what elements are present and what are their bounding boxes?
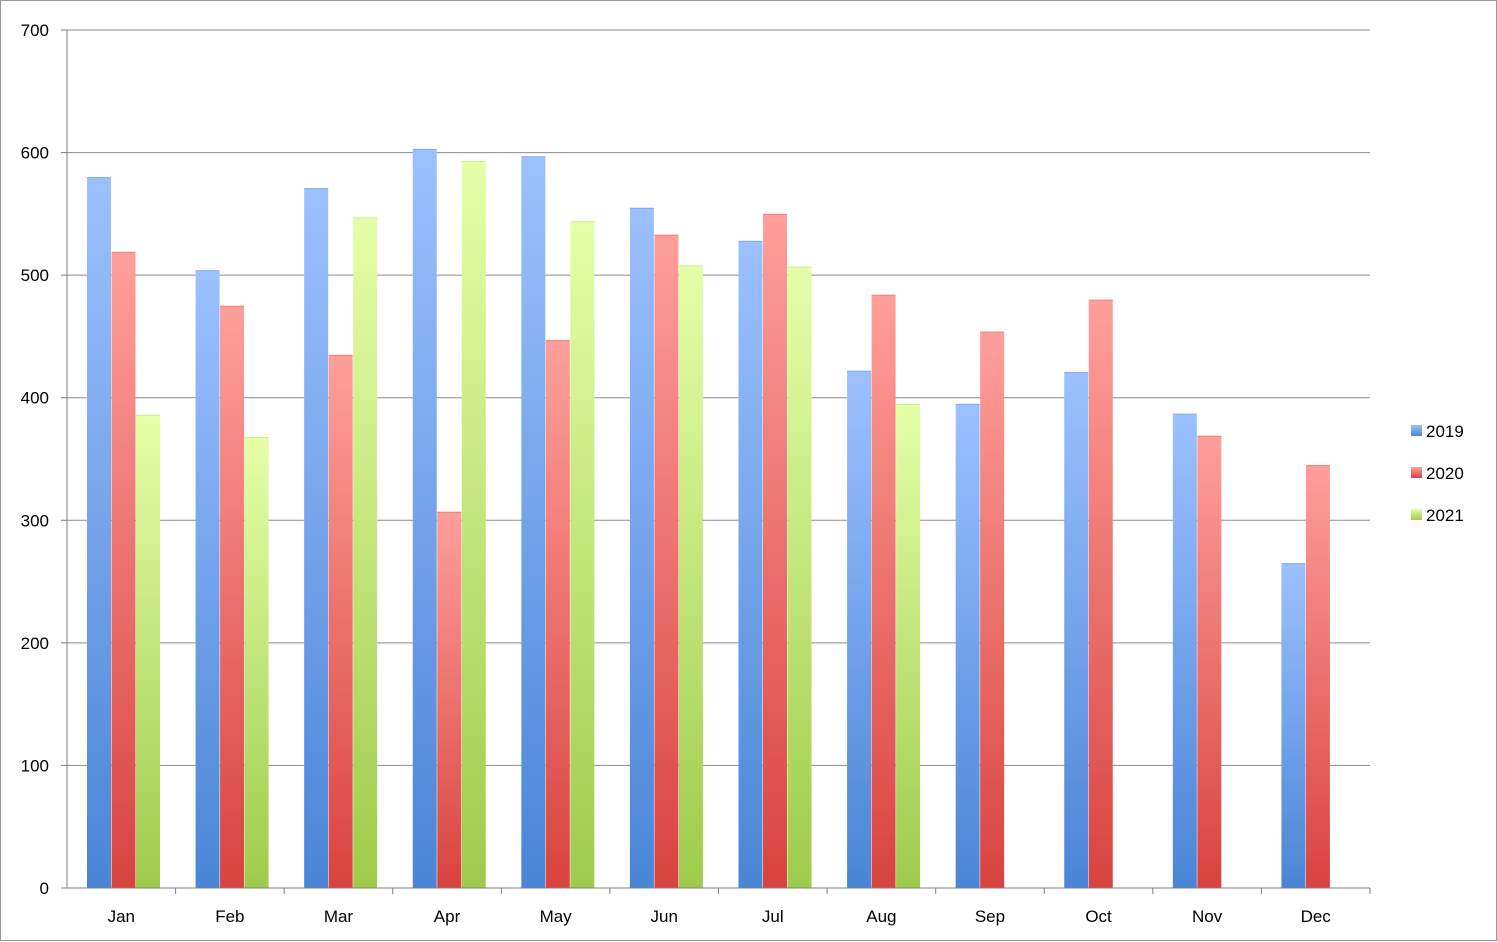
x-tick-label: Jun — [650, 907, 677, 926]
bar-2021-jul — [787, 266, 812, 888]
bar-2021-jan — [136, 414, 160, 888]
x-tick-label: Oct — [1085, 907, 1112, 926]
x-tick-label: Apr — [434, 907, 461, 926]
legend-swatch-2019 — [1411, 425, 1422, 436]
bar-2019-may — [521, 156, 546, 889]
bar-2019-feb — [195, 270, 220, 888]
legend-label-2019: 2019 — [1426, 422, 1464, 441]
bar-2019-nov — [1172, 413, 1197, 888]
x-tick-label: May — [540, 907, 573, 926]
gridlines — [67, 29, 1370, 766]
bar-2020-feb — [220, 305, 245, 888]
x-tick-label: Jul — [762, 907, 784, 926]
bar-2019-jul — [738, 240, 763, 888]
bar-2019-aug — [847, 370, 872, 889]
bar-2020-mar — [328, 354, 353, 888]
bar-2020-sep — [980, 331, 1005, 888]
x-tick-label: Mar — [324, 907, 354, 926]
bar-2019-apr — [412, 148, 437, 888]
y-tick-label: 700 — [21, 21, 49, 40]
legend-label-2020: 2020 — [1426, 464, 1464, 483]
bar-2019-jun — [629, 207, 654, 888]
x-tick-label: Aug — [866, 907, 896, 926]
bar-2020-oct — [1088, 299, 1113, 889]
y-tick-label: 0 — [40, 879, 49, 898]
y-tick-label: 100 — [21, 756, 49, 775]
bar-2021-apr — [461, 161, 486, 888]
bar-2020-aug — [871, 294, 896, 888]
bar-2019-oct — [1064, 371, 1089, 889]
bar-2019-jan — [87, 177, 111, 889]
bar-2021-jun — [678, 265, 703, 888]
bar-2021-feb — [244, 436, 269, 888]
legend-swatch-2021 — [1411, 509, 1422, 520]
y-tick-label: 300 — [21, 511, 49, 530]
axes: 0 100 200 300 400 500 600 700 Jan Feb Mar Apr May Jun… — [21, 21, 1371, 926]
y-tick-label: 200 — [21, 634, 49, 653]
x-tick-label: Jan — [108, 907, 135, 926]
y-tick-label: 400 — [21, 389, 49, 408]
x-tick-label: Nov — [1192, 907, 1223, 926]
bar-2020-jul — [763, 213, 787, 888]
y-tick-label: 500 — [21, 266, 49, 285]
bar-2021-aug — [896, 403, 921, 888]
bar-2020-dec — [1305, 465, 1330, 888]
legend: 2019 2020 2021 — [1411, 422, 1464, 525]
y-tick-label: 600 — [21, 144, 49, 163]
bar-2020-apr — [437, 511, 462, 888]
x-tick-label: Dec — [1301, 907, 1332, 926]
bar-2019-sep — [955, 403, 980, 888]
bar-2019-mar — [304, 188, 329, 889]
legend-swatch-2020 — [1411, 467, 1422, 478]
bar-2021-may — [570, 221, 595, 888]
x-tick-label: Sep — [975, 907, 1005, 926]
bar-2021-mar — [353, 217, 378, 888]
x-tick-label: Feb — [215, 907, 244, 926]
legend-label-2021: 2021 — [1426, 506, 1464, 525]
bar-2020-may — [545, 340, 570, 888]
bar-2020-jun — [654, 234, 679, 889]
bars — [87, 148, 1330, 889]
bar-2020-nov — [1197, 435, 1222, 888]
bar-2019-dec — [1281, 563, 1306, 888]
bar-2020-jan — [111, 251, 136, 889]
